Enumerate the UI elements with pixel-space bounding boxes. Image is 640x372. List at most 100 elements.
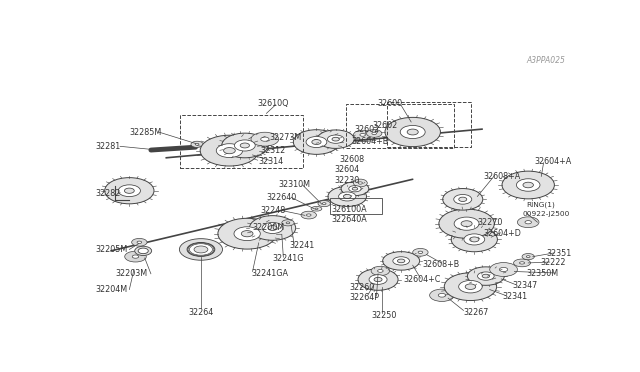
Ellipse shape [353,130,372,140]
Ellipse shape [179,239,223,260]
Ellipse shape [358,269,398,290]
Text: 32604: 32604 [334,165,359,174]
Ellipse shape [218,218,276,249]
Ellipse shape [268,225,277,230]
Ellipse shape [374,278,382,282]
Ellipse shape [459,280,482,293]
Ellipse shape [132,255,139,258]
Ellipse shape [517,217,539,228]
Ellipse shape [438,294,445,297]
Text: 32205M: 32205M [95,245,128,254]
Ellipse shape [477,272,494,280]
Ellipse shape [293,130,340,154]
Ellipse shape [286,222,290,224]
Ellipse shape [323,203,326,205]
Ellipse shape [367,129,382,137]
Text: 32230: 32230 [334,176,360,185]
Text: 32200M: 32200M [253,223,285,232]
Text: 32282: 32282 [95,189,121,198]
Ellipse shape [461,221,472,227]
Ellipse shape [454,217,479,230]
Ellipse shape [444,273,497,301]
Text: 32260: 32260 [349,283,375,292]
Ellipse shape [311,206,322,211]
Ellipse shape [328,186,367,206]
Ellipse shape [418,251,422,253]
Text: 32314: 32314 [259,157,284,166]
Ellipse shape [187,243,215,256]
Ellipse shape [525,221,531,224]
Ellipse shape [191,141,204,147]
Ellipse shape [451,227,497,252]
Ellipse shape [465,284,476,289]
Ellipse shape [332,137,339,141]
Ellipse shape [223,148,236,154]
Ellipse shape [499,267,508,272]
Ellipse shape [459,197,467,202]
Text: 32602: 32602 [372,121,398,130]
Ellipse shape [241,231,253,237]
Ellipse shape [328,135,344,143]
Ellipse shape [429,289,454,301]
Ellipse shape [360,134,365,136]
Ellipse shape [502,171,554,199]
Ellipse shape [282,220,294,226]
Ellipse shape [443,189,483,210]
Text: 322640: 322640 [266,193,297,202]
Ellipse shape [138,248,148,254]
Ellipse shape [195,143,199,145]
Ellipse shape [250,216,296,240]
Text: 32264P: 32264P [349,293,380,302]
Ellipse shape [221,133,268,158]
Ellipse shape [194,246,208,253]
Text: A3PPA025: A3PPA025 [526,56,565,65]
Text: 32250: 32250 [371,311,397,320]
Ellipse shape [372,132,376,135]
Ellipse shape [306,137,327,148]
Ellipse shape [413,248,428,256]
Ellipse shape [251,132,279,146]
Text: 32604+C: 32604+C [403,275,441,284]
Text: 32351: 32351 [547,249,572,258]
Ellipse shape [188,243,214,256]
Ellipse shape [371,266,390,276]
Ellipse shape [439,209,494,238]
Text: RING(1): RING(1) [527,201,556,208]
Ellipse shape [118,185,140,197]
Text: 32281: 32281 [95,142,121,151]
Ellipse shape [369,275,387,284]
Ellipse shape [454,195,472,204]
Ellipse shape [260,137,269,141]
Ellipse shape [522,254,534,260]
Text: 32270: 32270 [477,218,503,227]
Ellipse shape [513,259,531,267]
Bar [387,102,471,147]
Ellipse shape [520,262,525,264]
Ellipse shape [470,237,479,242]
Text: 32264: 32264 [188,308,214,317]
Ellipse shape [240,143,250,148]
Ellipse shape [135,246,152,256]
Ellipse shape [317,130,354,148]
Text: 32241G: 32241G [273,254,304,263]
Ellipse shape [464,234,484,245]
Ellipse shape [216,144,243,158]
Ellipse shape [378,270,383,272]
Ellipse shape [312,140,321,144]
Ellipse shape [349,186,361,192]
Ellipse shape [467,267,504,285]
Text: 32600: 32600 [377,99,402,108]
Ellipse shape [137,241,141,243]
Ellipse shape [353,179,367,187]
Text: 326100A: 326100A [332,205,367,214]
Ellipse shape [132,238,147,246]
Ellipse shape [105,178,154,204]
Ellipse shape [234,140,255,151]
Text: 32608+B: 32608+B [422,260,459,269]
Text: 32604+A: 32604+A [534,157,572,166]
Text: 32285M: 32285M [129,128,161,137]
Text: 32608+A: 32608+A [484,173,521,182]
Text: 32350M: 32350M [527,269,559,278]
Text: 32602: 32602 [354,125,380,134]
Text: 32604+D: 32604+D [484,229,522,238]
